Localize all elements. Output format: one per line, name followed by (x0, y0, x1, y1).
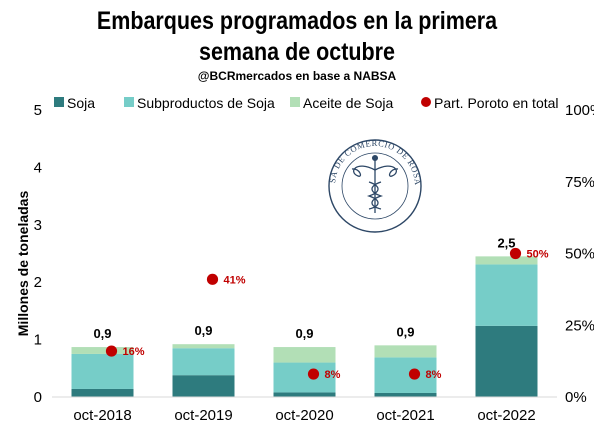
x-tick-label: oct-2022 (477, 407, 535, 424)
bar-segment-soja (374, 392, 437, 397)
y2-tick-label: 75% (565, 174, 594, 191)
y-tick-label: 1 (34, 332, 42, 349)
legend-swatch (54, 97, 64, 107)
y2-tick-label: 0% (565, 389, 587, 406)
bar-segment-soja (475, 325, 538, 397)
share-point (307, 368, 320, 380)
chart-title: Embarques programados en la primera sema… (42, 6, 553, 68)
x-tick-label: oct-2020 (275, 407, 333, 424)
y-tick-label: 2 (34, 274, 42, 291)
share-label: 8% (426, 369, 442, 381)
y2-tick-label: 100% (565, 102, 594, 119)
y2-tick-label: 50% (565, 246, 594, 263)
seal-text-path: BOLSA DE COMERCIO DE ROSARIO (0, 0, 423, 186)
bar-segment-aceite-de-soja (172, 344, 235, 349)
legend-label: Subproductos de Soja (137, 95, 275, 111)
bar-segment-soja (172, 375, 235, 397)
y-tick-label: 5 (34, 102, 42, 119)
legend-label: Soja (67, 95, 95, 111)
bcr-seal-logo: BOLSA DE COMERCIO DE ROSARIO (0, 0, 423, 233)
bar-segment-subproductos-de-soja (374, 357, 437, 393)
seal-text: BOLSA DE COMERCIO DE ROSARIO (0, 0, 423, 186)
y2-tick-label: 25% (565, 317, 594, 334)
y-axis-label: Millones de toneladas (15, 191, 31, 337)
y-tick-label: 0 (34, 389, 42, 406)
y-tick-label: 3 (34, 217, 42, 234)
y-tick-label: 4 (34, 159, 42, 176)
bar-segment-aceite-de-soja (71, 347, 134, 354)
share-label: 41% (224, 274, 246, 286)
bar-segment-soja (71, 388, 134, 397)
share-label: 50% (527, 249, 549, 261)
bar-segment-subproductos-de-soja (475, 264, 538, 326)
chart-subtitle: @BCRmercados en base a NABSA (197, 69, 397, 83)
bar-total-label: 0,9 (93, 326, 111, 341)
legend-marker (421, 97, 431, 107)
caduceus-icon (351, 154, 399, 213)
chart-title-line-2: semana de octubre (199, 38, 395, 66)
legend-swatch (124, 97, 134, 107)
bar-total-label: 0,9 (194, 323, 212, 338)
bar-segment-subproductos-de-soja (172, 348, 235, 376)
bar-segment-aceite-de-soja (475, 256, 538, 265)
bar-segment-aceite-de-soja (374, 345, 437, 358)
bar-segment-soja (273, 392, 336, 397)
bar-segment-subproductos-de-soja (71, 353, 134, 389)
bar-total-label: 0,9 (396, 324, 414, 339)
share-label: 16% (123, 346, 145, 358)
bar-segment-subproductos-de-soja (273, 362, 336, 393)
legend-swatch (290, 97, 300, 107)
legend-label: Aceite de Soja (303, 95, 393, 111)
chart-title-line-1: Embarques programados en la primera (96, 7, 498, 35)
share-point (206, 273, 219, 285)
x-tick-label: oct-2018 (73, 407, 131, 424)
legend-label: Part. Poroto en total (434, 95, 559, 111)
x-tick-label: oct-2019 (174, 407, 232, 424)
bar-segment-aceite-de-soja (273, 347, 336, 363)
bar-total-label: 2,5 (497, 235, 515, 250)
share-point (509, 247, 522, 260)
bar-total-label: 0,9 (295, 326, 313, 341)
x-tick-label: oct-2021 (376, 407, 434, 424)
share-point (408, 368, 421, 380)
share-label: 8% (325, 369, 341, 381)
share-point (105, 345, 118, 357)
